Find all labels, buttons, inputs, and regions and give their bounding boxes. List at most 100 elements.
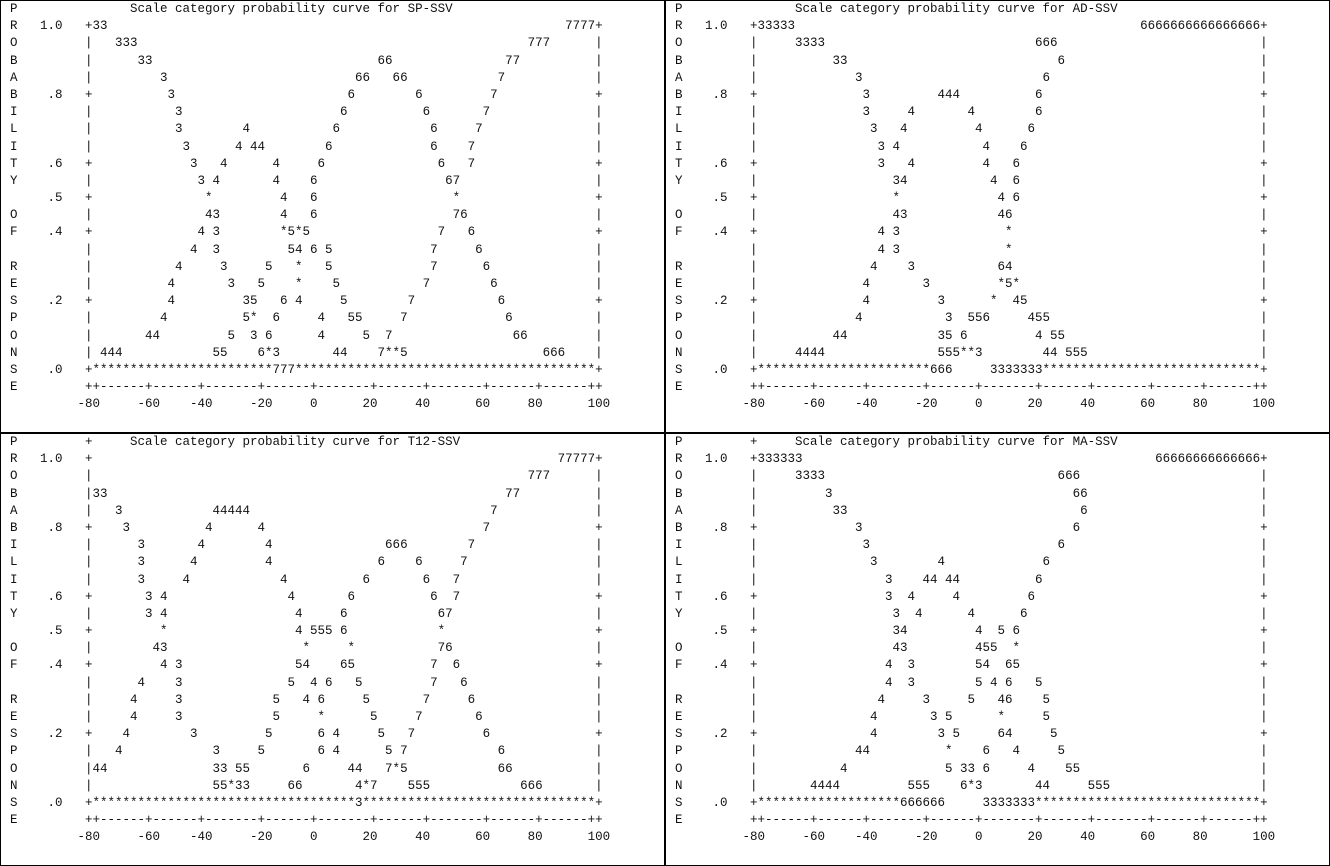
plot-text-line: P | 4 3 556 455 | bbox=[675, 311, 1268, 326]
plot-text-line: E | 4 3 5 * 5 | bbox=[675, 710, 1268, 724]
plot-text-line: P | 44 * 6 4 5 | bbox=[675, 744, 1268, 759]
plot-text-line: O |44 33 55 6 44 7*5 66 | bbox=[10, 761, 603, 776]
plot-panel: P Scale category probability curve for S… bbox=[0, 0, 665, 433]
plot-text-line: E ++------+------+-------+------+-------… bbox=[10, 380, 603, 395]
plot-text-line: T .6 + 3 4 4 6 6 7 + bbox=[10, 589, 603, 604]
plot-text-line: I | 3 6 | bbox=[675, 538, 1268, 553]
plot-text-line: O | 43 4 6 76 | bbox=[10, 208, 603, 223]
plot-text-line: L | 3 4 6 6 7 | bbox=[10, 122, 603, 137]
plot-text-line: B |33 77 | bbox=[10, 486, 603, 501]
plot-text-line: -80 -60 -40 -20 0 20 40 60 80 100 bbox=[10, 830, 611, 845]
plot-text-line: F .4 + 4 3 54 65 7 6 + bbox=[10, 658, 603, 673]
plot-text-line: T .6 + 3 4 4 6 + bbox=[675, 156, 1268, 171]
plot-text-line: R | 4 3 64 | bbox=[675, 259, 1268, 274]
plot-panel: P Scale category probability curve for A… bbox=[665, 0, 1330, 433]
plot-text-line: A | 3 44444 7 | bbox=[10, 503, 603, 518]
plot-text-line: I | 3 4 4 666 7 | bbox=[10, 538, 603, 553]
plot-text-line: Y | 3 4 4 6 67 | bbox=[10, 173, 603, 188]
plot-text-line: B | 33 6 | bbox=[675, 53, 1268, 68]
plot-text-line: N | 444 55 6*3 44 7**5 666 | bbox=[10, 345, 603, 360]
plot-text-line: B .8 + 3 6 + bbox=[675, 520, 1268, 535]
plot-text-line: F .4 + 4 3 *5*5 7 6 + bbox=[10, 225, 603, 240]
plot-text-line: O | 44 5 3 6 4 5 7 66 | bbox=[10, 328, 603, 343]
plot-text-line: Y | 3 4 4 6 67 | bbox=[10, 606, 603, 621]
plot-text-line: A | 3 66 66 7 | bbox=[10, 70, 603, 85]
plot-text-line: O | 43 455 * | bbox=[675, 641, 1268, 656]
plot-text-line: B .8 + 3 444 6 + bbox=[675, 87, 1268, 102]
plot-text-line: O | 777 | bbox=[10, 469, 603, 484]
plot-text-line: P Scale category probability curve for S… bbox=[10, 2, 453, 16]
plot-text-line: O | 43 46 | bbox=[675, 208, 1268, 223]
plot-text-line: B | 33 66 77 | bbox=[10, 53, 603, 68]
plot-text-line: O | 43 * * 76 | bbox=[10, 641, 603, 656]
plot-text-line: | 4 3 5 4 6 5 | bbox=[675, 675, 1268, 690]
plot-panel: P + Scale category probability curve for… bbox=[665, 433, 1330, 866]
plot-text-line: A | 3 6 | bbox=[675, 70, 1268, 85]
plot-text-line: F .4 + 4 3 * + bbox=[675, 225, 1268, 240]
plot-text-line: O | 3333 666 | bbox=[675, 36, 1268, 51]
plot-text-line: I | 3 4 4 6 6 7 | bbox=[10, 572, 603, 587]
plot-text-line: S .0 +************************777*******… bbox=[10, 362, 603, 377]
plot-text-line: .5 + 34 4 5 6 + bbox=[675, 624, 1268, 639]
plot-text-line: N | 4444 555 6*3 44 555 | bbox=[675, 778, 1268, 793]
plot-text-line: E ++------+------+-------+------+-------… bbox=[675, 380, 1268, 395]
plot-text-line: S .2 + 4 3 * 45 + bbox=[675, 294, 1268, 309]
plot-text-line: P Scale category probability curve for A… bbox=[675, 2, 1118, 16]
plot-text-line: O | 3333 666 | bbox=[675, 469, 1268, 484]
plot-text-line: O | 333 777 | bbox=[10, 36, 603, 51]
plot-text-line: E ++------+------+-------+------+-------… bbox=[675, 813, 1268, 828]
plot-text-line: E | 4 3 *5* | bbox=[675, 277, 1268, 291]
plot-text-line: B .8 + 3 4 4 7 + bbox=[10, 520, 603, 535]
plot-text-line: | 4 3 54 6 5 7 6 | bbox=[10, 242, 603, 257]
plot-text-line: N | 55*33 66 4*7 555 666 | bbox=[10, 778, 603, 793]
plot-text-line: I | 3 4 44 6 6 7 | bbox=[10, 139, 603, 154]
plot-text-line: I | 3 44 44 6 | bbox=[675, 572, 1268, 587]
plot-text-line: R | 4 3 5 4 6 5 7 6 | bbox=[10, 692, 603, 707]
plot-text-line: I | 3 4 4 6 | bbox=[675, 139, 1268, 154]
plot-text-line: .5 + * 4 555 6 * + bbox=[10, 624, 603, 639]
plot-text-line: R 1.0 + 77777+ bbox=[10, 452, 603, 467]
plot-text-line: S .0 +**********************************… bbox=[10, 795, 603, 810]
plot-text-line: S .2 + 4 35 6 4 5 7 6 + bbox=[10, 294, 603, 309]
plot-text-line: R 1.0 +33333 6666666666666666+ bbox=[675, 19, 1268, 34]
plot-text-line: N | 4444 555**3 44 555 | bbox=[675, 345, 1268, 360]
plot-text-line: P | 4 3 5 6 4 5 7 6 | bbox=[10, 744, 603, 759]
plot-text-line: S .0 +***********************666 3333333… bbox=[675, 362, 1268, 377]
plot-text-line: B | 3 66 | bbox=[675, 486, 1268, 501]
plot-text-line: P | 4 5* 6 4 55 7 6 | bbox=[10, 311, 603, 326]
plot-text-line: P + Scale category probability curve for… bbox=[675, 435, 1118, 449]
plot-text-line: -80 -60 -40 -20 0 20 40 60 80 100 bbox=[675, 830, 1276, 845]
plot-text-line: S .2 + 4 3 5 64 5 + bbox=[675, 727, 1268, 742]
plot-text-line: R | 4 3 5 46 5 | bbox=[675, 692, 1268, 707]
plot-text-line: | 4 3 * | bbox=[675, 242, 1268, 257]
plot-text-line: S .0 +*******************666666 3333333*… bbox=[675, 795, 1268, 810]
plot-text-line: L | 3 4 4 6 | bbox=[675, 122, 1268, 137]
plot-text-line: A | 33 6 | bbox=[675, 503, 1268, 518]
plot-text-line: R | 4 3 5 * 5 7 6 | bbox=[10, 259, 603, 274]
plot-text-line: B .8 + 3 6 6 7 + bbox=[10, 87, 603, 102]
plot-text-line: O | 4 5 33 6 4 55 | bbox=[675, 761, 1268, 776]
plot-text-line: R 1.0 +333333 66666666666666+ bbox=[675, 452, 1268, 467]
plot-text-line: .5 + * 4 6 * + bbox=[10, 191, 603, 206]
plot-text-line: S .2 + 4 3 5 6 4 5 7 6 + bbox=[10, 727, 603, 742]
plot-text-line: Y | 34 4 6 | bbox=[675, 173, 1268, 188]
plot-text-line: -80 -60 -40 -20 0 20 40 60 80 100 bbox=[10, 397, 611, 412]
plot-text-line: .5 + * 4 6 + bbox=[675, 191, 1268, 206]
plot-text-line: I | 3 6 6 7 | bbox=[10, 105, 603, 120]
plot-text-line: E ++------+------+-------+------+-------… bbox=[10, 813, 603, 828]
plot-text-line: I | 3 4 4 6 | bbox=[675, 105, 1268, 120]
plot-text-line: L | 3 4 6 | bbox=[675, 555, 1268, 570]
plot-text-line: L | 3 4 4 6 6 7 | bbox=[10, 555, 603, 570]
plot-panel: P + Scale category probability curve for… bbox=[0, 433, 665, 866]
plot-text-line: T .6 + 3 4 4 6 6 7 + bbox=[10, 156, 603, 171]
plot-text-line: | 4 3 5 4 6 5 7 6 | bbox=[10, 675, 603, 690]
plot-text-line: F .4 + 4 3 54 65 + bbox=[675, 658, 1268, 673]
plot-text-line: E | 4 3 5 * 5 7 6 | bbox=[10, 277, 603, 291]
plot-text-line: T .6 + 3 4 4 6 + bbox=[675, 589, 1268, 604]
plot-text-line: E | 4 3 5 * 5 7 6 | bbox=[10, 710, 603, 724]
plot-text-line: -80 -60 -40 -20 0 20 40 60 80 100 bbox=[675, 397, 1276, 412]
plot-text-line: P + Scale category probability curve for… bbox=[10, 435, 461, 449]
plot-text-line: Y | 3 4 4 6 | bbox=[675, 606, 1268, 621]
plot-text-line: O | 44 35 6 4 55 | bbox=[675, 328, 1268, 343]
